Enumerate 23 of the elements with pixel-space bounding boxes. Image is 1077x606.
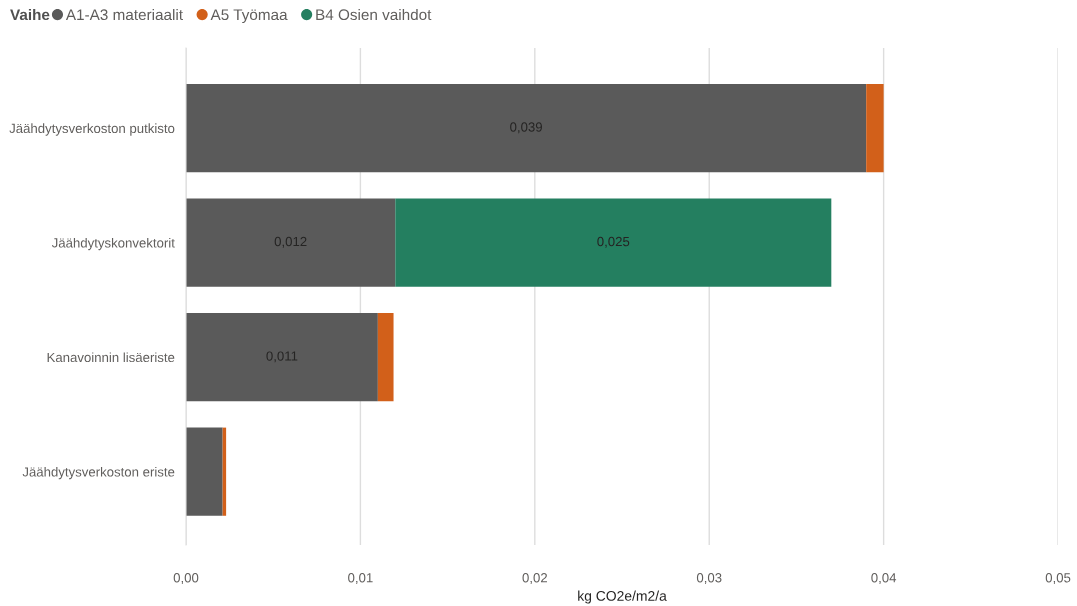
legend-label: A5 Työmaa xyxy=(210,9,288,24)
bar xyxy=(186,427,223,516)
bar xyxy=(866,84,884,173)
data-label: 0,025 xyxy=(597,236,630,248)
legend-title: Vaihe xyxy=(10,8,50,21)
y-tick-label: Jäähdytyskonvektorit xyxy=(51,237,175,251)
y-tick-label: Jäähdytysverkoston putkisto xyxy=(9,123,175,136)
y-tick-label: Jäähdytysverkoston eriste xyxy=(22,466,175,480)
x-tick-label: 0,01 xyxy=(348,573,373,584)
legend-label: A1-A3 materiaalit xyxy=(65,8,183,21)
x-tick-label: 0,04 xyxy=(871,573,897,584)
x-tick-label: 0,03 xyxy=(696,573,722,584)
x-tick-label: 0,05 xyxy=(1045,573,1071,584)
bar xyxy=(186,198,396,287)
bar xyxy=(186,84,867,173)
bar xyxy=(377,313,394,402)
bar xyxy=(395,198,832,287)
y-tick-label: Kanavoinnin lisäeriste xyxy=(47,352,175,363)
bar xyxy=(186,313,378,402)
legend-label: B4 Osien vaihdot xyxy=(316,8,432,21)
x-tick-label: 0,00 xyxy=(173,573,199,584)
x-tick-label: 0,02 xyxy=(522,573,547,584)
x-axis-title: kg CO2e/m2/a xyxy=(578,590,667,604)
